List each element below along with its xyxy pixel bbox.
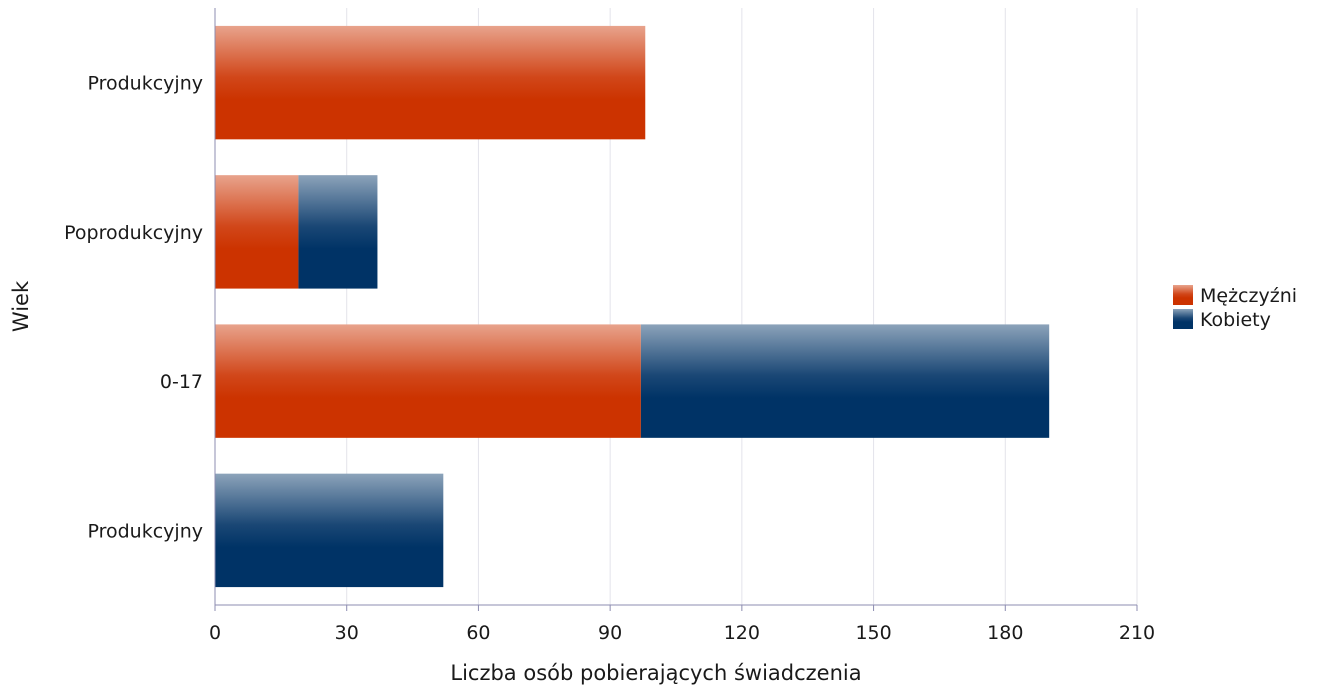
legend-label: Mężczyźni: [1200, 285, 1297, 307]
bar-kobiety-1: [298, 175, 378, 289]
bar-kobiety-2: [640, 324, 1050, 438]
legend-swatch-mężczyźni: [1173, 285, 1193, 305]
bar-mężczyźni-2: [215, 324, 641, 438]
y-tick-label: 0-17: [160, 371, 203, 393]
y-axis-title: Wiek: [9, 280, 33, 332]
x-tick-label: 180: [987, 622, 1023, 644]
legend-label: Kobiety: [1200, 309, 1271, 331]
x-tick-label: 0: [209, 622, 221, 644]
axes: [214, 8, 1138, 611]
x-axis-title: Liczba osób pobierających świadczenia: [450, 661, 861, 685]
x-tick-label: 120: [724, 622, 760, 644]
y-tick-label: Poprodukcyjny: [64, 222, 203, 244]
bar-mężczyźni-1: [215, 175, 299, 289]
x-tick-label: 60: [466, 622, 490, 644]
x-tick-label: 210: [1119, 622, 1155, 644]
x-tick-label: 90: [598, 622, 622, 644]
labels: 0 30 60 90 120 150 180 210 Produkcyjny Poprodukcy…: [9, 73, 1155, 685]
bar-kobiety-3: [215, 473, 444, 588]
x-tick-label: 30: [335, 622, 359, 644]
bar-mężczyźni-0: [215, 25, 646, 140]
bars: [215, 25, 1050, 588]
legend-swatch-kobiety: [1173, 309, 1193, 329]
y-tick-label: Produkcyjny: [87, 73, 203, 95]
y-tick-label: Produkcyjny: [87, 520, 203, 542]
x-tick-label: 150: [855, 622, 891, 644]
